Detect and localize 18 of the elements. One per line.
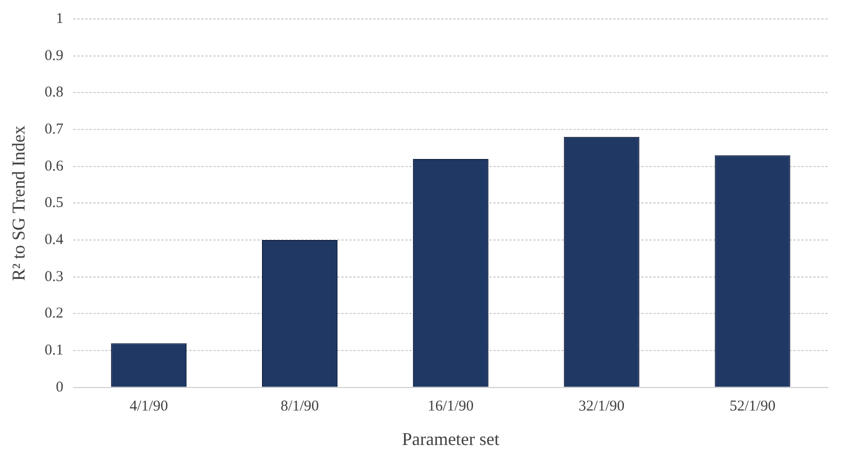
y-tick-label: 0.5 (44, 195, 64, 212)
x-tick-label: 8/1/90 (280, 398, 319, 414)
y-tick-label: 0.7 (44, 121, 64, 138)
y-tick-label: 0.9 (44, 48, 64, 64)
y-tick-label: 0.8 (44, 84, 64, 101)
y-tick-label: 1 (56, 10, 64, 27)
y-axis-title: R² to SG Trend Index (8, 125, 29, 281)
y-tick-label: 0.6 (44, 158, 64, 174)
x-tick-label: 4/1/90 (130, 398, 168, 414)
x-tick-label: 16/1/90 (428, 398, 474, 414)
y-tick-label: 0.3 (44, 268, 64, 285)
y-tick-label: 0.2 (44, 306, 64, 322)
y-tick-label: 0.1 (44, 342, 64, 358)
x-tick-label: 32/1/90 (578, 398, 625, 414)
x-axis-title: Parameter set (402, 428, 500, 449)
y-tick-label: 0 (56, 379, 64, 396)
y-tick-label: 0.4 (44, 232, 64, 248)
x-tick-label: 52/1/90 (730, 398, 776, 414)
